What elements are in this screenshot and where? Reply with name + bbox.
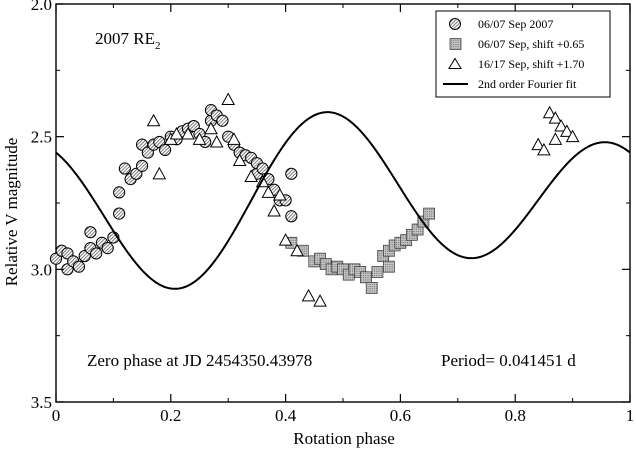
data-point-triangle [301, 288, 316, 302]
y-axis-label: Relative V magnitude [2, 138, 21, 287]
y-tick-label: 2.5 [31, 128, 52, 147]
data-point-triangle [560, 124, 574, 137]
data-point-triangle [209, 134, 224, 148]
data-point-triangle [531, 137, 546, 151]
data-point-circle [113, 207, 126, 220]
data-point-triangle [146, 113, 161, 127]
data-point-circle [90, 247, 103, 260]
legend-label: 06/07 Sep, shift +0.65 [478, 37, 584, 51]
data-point-triangle [261, 185, 276, 198]
data-point-triangle [221, 92, 236, 106]
data-point-circle [101, 242, 114, 255]
data-point-circle [158, 143, 172, 157]
data-point-square [383, 260, 395, 273]
data-point-triangle [554, 119, 568, 132]
zero-phase-annotation: Zero phase at JD 2454350.43978 [87, 351, 312, 370]
data-point-triangle [313, 294, 327, 307]
legend-entry-shift-065: 06/07 Sep, shift +0.65 [449, 37, 584, 51]
data-point-circle [113, 186, 126, 199]
data-point-triangle [542, 105, 557, 119]
data-point-circle [84, 226, 97, 239]
data-point-triangle [181, 126, 195, 140]
data-point-triangle [152, 166, 167, 180]
x-tick-label: 0.4 [275, 406, 297, 425]
x-axis-label: Rotation phase [293, 429, 395, 448]
data-point-triangle [548, 132, 563, 145]
x-tick-label: 0.2 [160, 406, 181, 425]
y-tick-label: 2.0 [31, 0, 52, 14]
period-annotation: Period= 0.041451 d [441, 351, 576, 370]
legend-label: 06/07 Sep 2007 [478, 17, 553, 31]
data-point-triangle [232, 153, 247, 167]
data-point-square [423, 207, 436, 220]
data-point-triangle [244, 169, 259, 182]
data-point-square [360, 271, 372, 284]
legend-entry-fourier-fit: 2nd order Fourier fit [443, 77, 577, 91]
data-point-circle [72, 260, 86, 273]
data-point-circle [216, 114, 229, 127]
legend: 06/07 Sep 2007 06/07 Sep, shift +0.65 16… [435, 10, 611, 98]
legend-label: 2nd order Fourier fit [478, 77, 577, 91]
data-point-square [371, 266, 384, 278]
x-tick-label: 0.8 [505, 406, 526, 425]
y-tick-label: 3.5 [31, 393, 52, 412]
data-point-triangle [548, 111, 563, 124]
data-point-triangle [290, 243, 304, 257]
legend-entry-sep-2007: 06/07 Sep 2007 [449, 17, 553, 31]
legend-entry-shift-170: 16/17 Sep, shift +1.70 [448, 57, 584, 71]
legend-label: 16/17 Sep, shift +1.70 [478, 57, 584, 71]
legend-marker-hatched-square [449, 38, 462, 50]
legend-marker-open-triangle [448, 57, 462, 69]
axes: 0 0.2 0.4 0.6 0.8 1 2.0 2.5 3.0 3.5 [31, 0, 635, 425]
data-point-triangle [537, 142, 551, 156]
data-point-triangle [204, 121, 218, 135]
fourier-fit [55, 111, 631, 290]
data-point-square [365, 282, 378, 294]
data-point-circle [285, 167, 298, 180]
data-point-circle [118, 162, 131, 175]
data-point-triangle [227, 132, 241, 145]
y-tick-label: 3.0 [31, 260, 52, 279]
data-point-triangle [169, 126, 184, 140]
x-tick-label: 0.6 [390, 406, 411, 425]
legend-marker-hatched-circle [449, 18, 461, 30]
x-tick-label: 1 [626, 406, 635, 425]
data-point-circle [285, 210, 298, 223]
data-point-triangle [192, 132, 207, 145]
data-point-circle [136, 159, 149, 172]
fourier-fit-curve [55, 111, 631, 290]
legend-box [435, 10, 611, 98]
data-point-triangle [278, 233, 293, 246]
data-marks [49, 92, 580, 307]
object-name-subscript: 2 [155, 40, 161, 52]
x-tick-label: 0 [52, 406, 61, 425]
data-point-triangle [565, 129, 580, 143]
data-point-triangle [267, 203, 281, 217]
object-name-label: 2007 RE2 [95, 29, 160, 52]
data-point-triangle [273, 187, 287, 201]
